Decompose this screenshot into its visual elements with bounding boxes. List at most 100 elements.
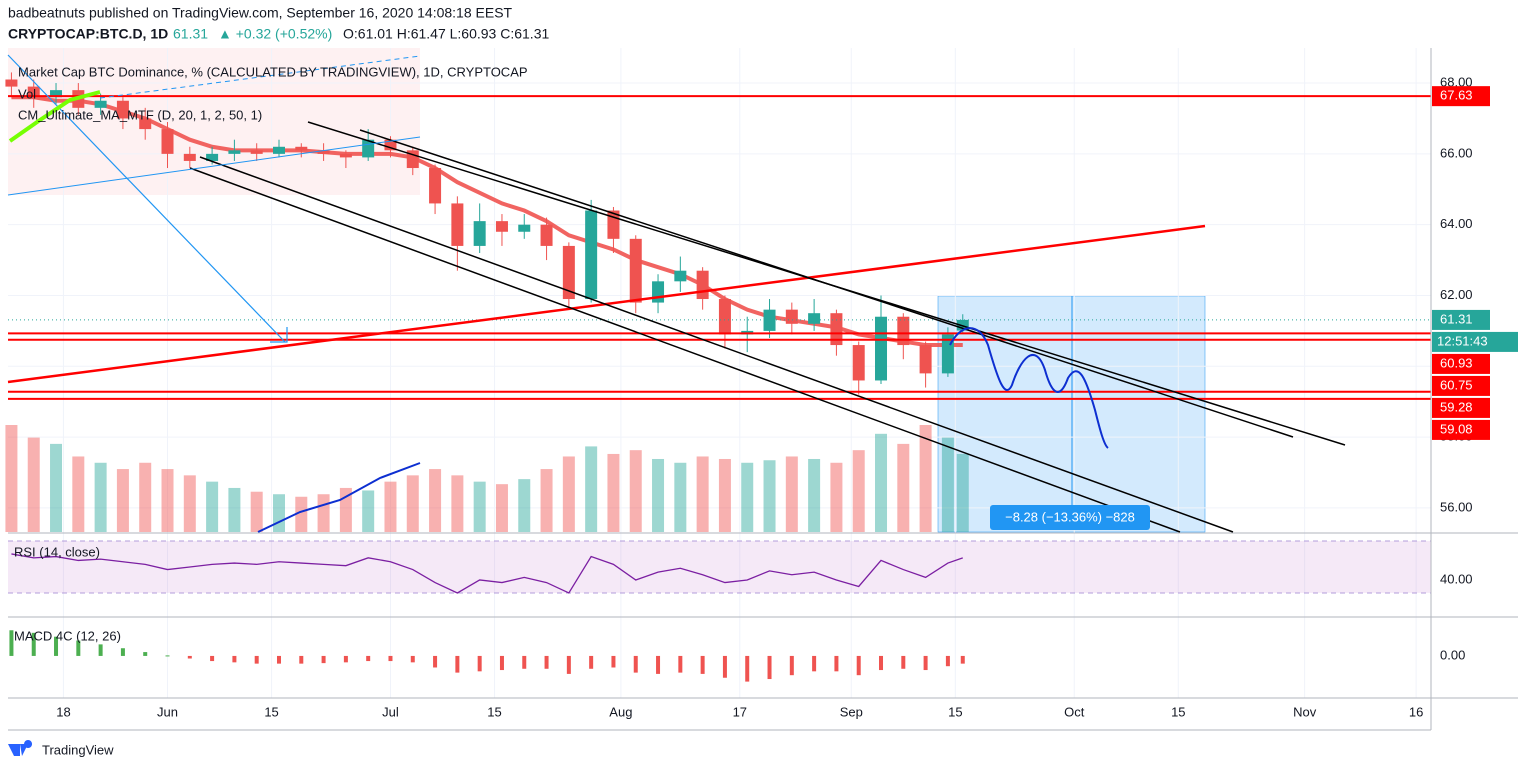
candle-body: [139, 118, 152, 130]
ma-green-segment: [8, 90, 101, 143]
macd-bar: [566, 655, 571, 674]
macd-bar: [923, 655, 928, 671]
macd-bar: [544, 655, 549, 669]
macd-bar: [187, 655, 192, 659]
candle-body: [384, 139, 397, 151]
ohlc: O:61.01 H:61.47 L:60.93 C:61.31: [343, 26, 549, 42]
candle-body: [495, 221, 508, 232]
macd-bar: [834, 655, 839, 672]
macd-bar: [499, 655, 504, 671]
macd-bar: [789, 655, 794, 676]
candle-body: [406, 150, 419, 169]
candle-body: [317, 150, 330, 154]
candle-body: [562, 245, 575, 300]
channel-line: [359, 129, 1294, 438]
channel-line: [189, 167, 1181, 533]
macd-bar: [700, 655, 705, 674]
channel-line: [199, 156, 1234, 533]
candle-body: [250, 150, 263, 154]
volume-bar: [295, 496, 308, 532]
candle-body: [629, 238, 642, 303]
level-label-box: [1432, 375, 1490, 396]
candle-body: [518, 224, 531, 232]
macd-bar: [960, 655, 965, 664]
volume-bar: [956, 453, 969, 532]
volume-bar: [808, 458, 821, 532]
volume-bar: [607, 453, 620, 532]
candle-body: [718, 299, 731, 335]
publisher: badbeatnuts published on TradingView.com…: [8, 5, 513, 21]
volume-bar: [763, 460, 776, 532]
x-tick-label: 15: [948, 704, 962, 719]
volume-bar: [451, 475, 464, 532]
candle-body: [674, 270, 687, 282]
macd-bar: [901, 655, 906, 669]
level-label: 59.28: [1440, 399, 1473, 414]
macd-bar: [210, 655, 215, 662]
macd-bar: [722, 655, 727, 678]
macd-bar: [522, 655, 527, 669]
macd-bar: [276, 655, 281, 664]
volume-bar: [5, 425, 18, 532]
volume-bar: [652, 458, 665, 532]
candle-body: [183, 153, 196, 161]
candle-body: [161, 129, 174, 154]
volume-bar: [897, 443, 910, 532]
x-tick-label: Jun: [157, 704, 178, 719]
volume-bar: [674, 462, 687, 532]
arrow-line: [7, 54, 286, 343]
candle-body: [228, 150, 241, 154]
measure-label-box: [990, 505, 1150, 530]
macd-bar: [656, 655, 661, 674]
candle-body: [919, 345, 932, 374]
x-tick-label: Sep: [840, 704, 863, 719]
candle-body: [763, 309, 776, 331]
volume-bar: [94, 462, 107, 532]
macd-bar: [678, 655, 683, 673]
volume-bar: [540, 469, 553, 532]
volume-ma: [257, 462, 421, 533]
volume-bar: [27, 437, 40, 532]
x-tick-label: 16: [1409, 704, 1423, 719]
series-title: Market Cap BTC Dominance, % (CALCULATED …: [18, 64, 528, 79]
volume-bar: [830, 462, 843, 532]
macd-title: MACD 4C (12, 26): [14, 628, 121, 643]
volume-bar: [228, 487, 241, 532]
level-label: 67.63: [1440, 88, 1473, 103]
macd-bar: [433, 655, 438, 668]
y-tick-label: 56.00: [1440, 499, 1473, 514]
trend-lines: −8.28 (−13.36%) −828: [7, 54, 1346, 533]
y-tick-label: 64.00: [1440, 216, 1473, 231]
macd-bar: [299, 655, 304, 664]
volume-bar: [718, 458, 731, 532]
macd-bar: [254, 655, 259, 664]
volume-bar: [875, 433, 888, 532]
volume-bar: [495, 484, 508, 532]
highlight-box: [8, 48, 420, 195]
candle-body: [94, 100, 107, 108]
macd-bar: [745, 655, 750, 682]
macd-bar: [98, 644, 103, 656]
macd-bar: [366, 655, 371, 662]
rsi-line: [11, 553, 963, 594]
macd-bar: [76, 640, 81, 656]
level-label: 60.75: [1440, 377, 1473, 392]
macd-bar: [879, 655, 884, 671]
volume-bar: [406, 475, 419, 532]
countdown-box: [1432, 331, 1518, 352]
macd-bar: [321, 655, 326, 664]
macd-bar: [767, 655, 772, 680]
rsi-title: RSI (14, close): [14, 544, 100, 559]
macd-bar: [611, 655, 616, 668]
volume-bar: [919, 425, 932, 532]
y-tick-label: 68.00: [1440, 74, 1473, 89]
volume-bar: [562, 456, 575, 532]
volume-bar: [518, 479, 531, 532]
macd-bar: [812, 655, 817, 672]
macd-bar: [945, 655, 950, 667]
series: [5, 72, 1431, 682]
y-tick-label: 40.00: [1440, 571, 1473, 586]
volume-bar: [473, 481, 486, 532]
macd-bar: [54, 636, 59, 656]
